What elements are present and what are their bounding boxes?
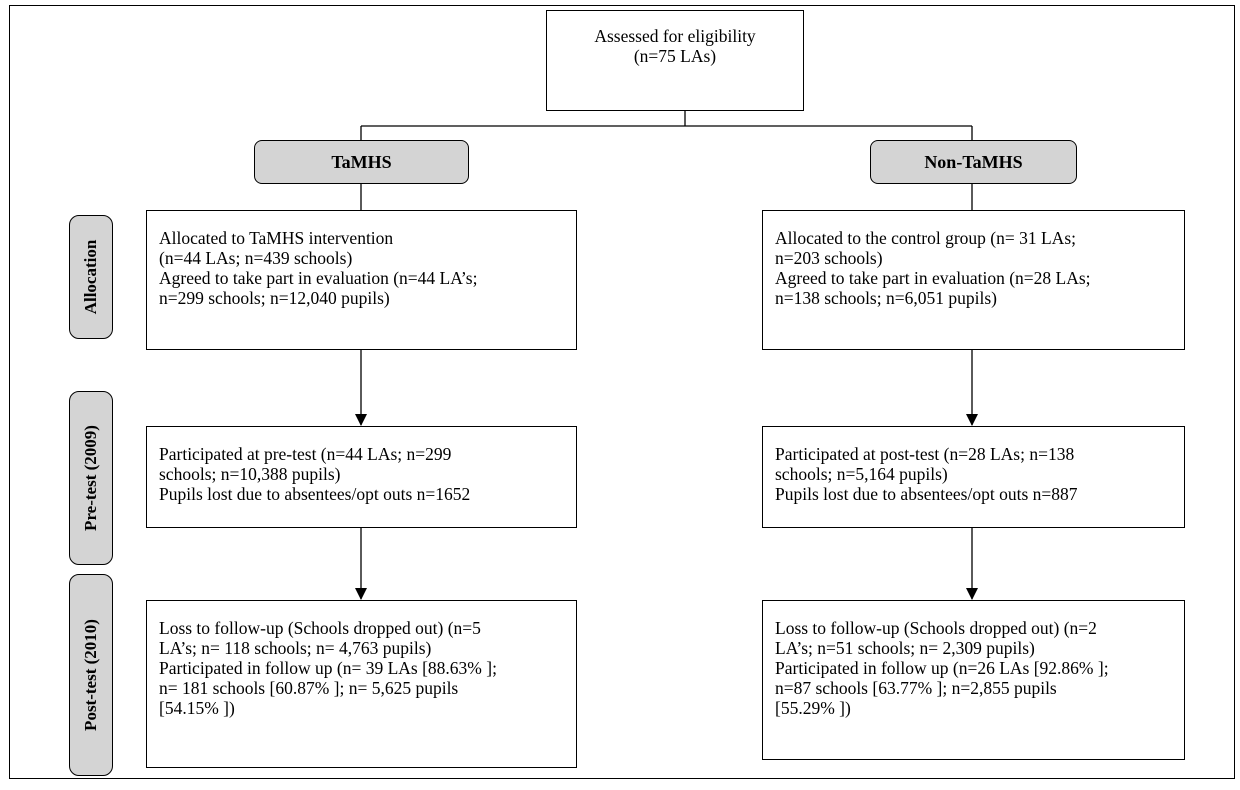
non-tamhs-posttest-line-1: Loss to follow-up (Schools dropped out) … bbox=[775, 618, 1097, 638]
non-tamhs-posttest-line-5: [55.29% ]) bbox=[775, 698, 851, 718]
stage-label-allocation-text: Allocation bbox=[81, 239, 100, 315]
non-tamhs-allocation-line-2: n=203 schools) bbox=[775, 248, 883, 268]
tamhs-allocation-line-3: Agreed to take part in evaluation (n=44 … bbox=[159, 268, 478, 288]
diagram-frame bbox=[9, 5, 1235, 779]
stage-label-pretest: Pre-test (2009) bbox=[69, 391, 113, 565]
non-tamhs-pretest-line-2: schools; n=5,164 pupils) bbox=[775, 464, 948, 484]
tamhs-pretest-line-3: Pupils lost due to absentees/opt outs n=… bbox=[159, 484, 471, 504]
tamhs-posttest-line-2: LA’s; n= 118 schools; n= 4,763 pupils) bbox=[159, 638, 432, 658]
tamhs-allocation-box: Allocated to TaMHS intervention (n=44 LA… bbox=[146, 210, 577, 350]
eligibility-line-1: Assessed for eligibility bbox=[594, 26, 756, 46]
tamhs-allocation-line-1: Allocated to TaMHS intervention bbox=[159, 228, 394, 248]
non-tamhs-posttest-line-3: Participated in follow up (n=26 LAs [92.… bbox=[775, 658, 1109, 678]
non-tamhs-pretest-line-3: Pupils lost due to absentees/opt outs n=… bbox=[775, 484, 1078, 504]
non-tamhs-posttest-line-4: n=87 schools [63.77% ]; n=2,855 pupils bbox=[775, 678, 1057, 698]
tamhs-pretest-box: Participated at pre-test (n=44 LAs; n=29… bbox=[146, 426, 577, 528]
group-header-tamhs-label: TaMHS bbox=[331, 151, 392, 172]
non-tamhs-allocation-box: Allocated to the control group (n= 31 LA… bbox=[762, 210, 1185, 350]
tamhs-posttest-line-5: [54.15% ]) bbox=[159, 698, 235, 718]
group-header-tamhs: TaMHS bbox=[254, 140, 469, 184]
tamhs-pretest-line-1: Participated at pre-test (n=44 LAs; n=29… bbox=[159, 444, 452, 464]
eligibility-line-2: (n=75 LAs) bbox=[633, 46, 717, 66]
stage-label-allocation: Allocation bbox=[69, 215, 113, 339]
tamhs-allocation-line-2: (n=44 LAs; n=439 schools) bbox=[159, 248, 353, 268]
stage-label-posttest-text: Post-test (2010) bbox=[81, 619, 100, 731]
tamhs-pretest-line-2: schools; n=10,388 pupils) bbox=[159, 464, 341, 484]
tamhs-posttest-box: Loss to follow-up (Schools dropped out) … bbox=[146, 600, 577, 768]
group-header-non-tamhs: Non-TaMHS bbox=[870, 140, 1077, 184]
eligibility-box: Assessed for eligibility (n=75 LAs) bbox=[546, 10, 804, 111]
non-tamhs-pretest-box: Participated at post-test (n=28 LAs; n=1… bbox=[762, 426, 1185, 528]
tamhs-posttest-line-4: n= 181 schools [60.87% ]; n= 5,625 pupil… bbox=[159, 678, 459, 698]
non-tamhs-allocation-line-3: Agreed to take part in evaluation (n=28 … bbox=[775, 268, 1091, 288]
non-tamhs-pretest-line-1: Participated at post-test (n=28 LAs; n=1… bbox=[775, 444, 1075, 464]
stage-label-pretest-text: Pre-test (2009) bbox=[81, 425, 100, 531]
non-tamhs-posttest-line-2: LA’s; n=51 schools; n= 2,309 pupils) bbox=[775, 638, 1035, 658]
tamhs-posttest-line-3: Participated in follow up (n= 39 LAs [88… bbox=[159, 658, 497, 678]
stage-label-posttest: Post-test (2010) bbox=[69, 574, 113, 776]
tamhs-posttest-line-1: Loss to follow-up (Schools dropped out) … bbox=[159, 618, 481, 638]
non-tamhs-allocation-line-4: n=138 schools; n=6,051 pupils) bbox=[775, 288, 997, 308]
non-tamhs-allocation-line-1: Allocated to the control group (n= 31 LA… bbox=[775, 228, 1076, 248]
tamhs-allocation-line-4: n=299 schools; n=12,040 pupils) bbox=[159, 288, 390, 308]
non-tamhs-posttest-box: Loss to follow-up (Schools dropped out) … bbox=[762, 600, 1185, 760]
group-header-non-tamhs-label: Non-TaMHS bbox=[924, 151, 1023, 172]
